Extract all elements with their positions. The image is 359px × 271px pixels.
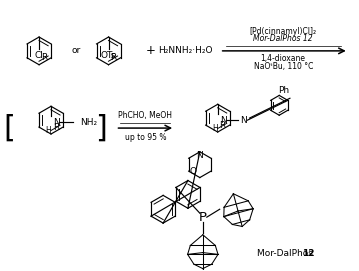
Text: OTs: OTs: [101, 51, 116, 60]
Text: 12: 12: [302, 249, 314, 258]
Text: 1,4-dioxane: 1,4-dioxane: [261, 54, 306, 63]
Text: R: R: [53, 122, 59, 132]
Text: up to 95 %: up to 95 %: [125, 134, 166, 143]
Text: P: P: [199, 211, 207, 224]
Text: [Pd(cinnamyl)Cl]₂: [Pd(cinnamyl)Cl]₂: [250, 27, 317, 36]
Text: NaOᵗBu, 110 °C: NaOᵗBu, 110 °C: [253, 62, 313, 71]
Text: R: R: [41, 53, 47, 62]
Text: N: N: [241, 116, 247, 125]
Text: O: O: [189, 167, 196, 176]
Text: Mor-DalPhos: Mor-DalPhos: [257, 249, 316, 258]
Text: R: R: [219, 121, 226, 130]
Text: NH₂: NH₂: [80, 118, 97, 127]
Text: or: or: [71, 46, 80, 55]
Text: Cl: Cl: [35, 51, 43, 60]
Text: +: +: [145, 44, 155, 57]
Text: H: H: [212, 124, 218, 133]
Text: H: H: [45, 125, 51, 135]
Text: N: N: [220, 116, 227, 125]
Text: ]: ]: [95, 114, 107, 143]
Text: PhCHO, MeOH: PhCHO, MeOH: [118, 111, 172, 120]
Text: Ph: Ph: [278, 86, 289, 95]
Text: Mor-DalPhos 12: Mor-DalPhos 12: [253, 34, 313, 44]
Text: N: N: [196, 151, 203, 160]
Text: N: N: [53, 118, 60, 127]
Text: [: [: [3, 114, 15, 143]
Text: R: R: [110, 53, 117, 62]
Text: H₂NNH₂·H₂O: H₂NNH₂·H₂O: [158, 46, 212, 55]
